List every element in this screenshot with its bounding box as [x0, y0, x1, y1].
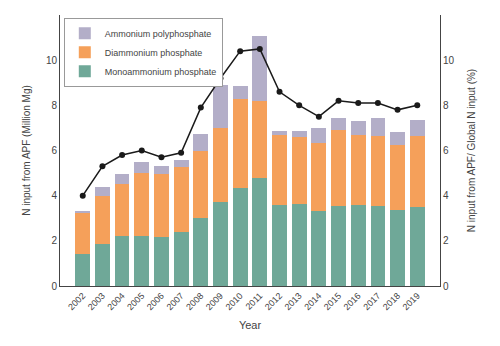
svg-text:2007: 2007 — [164, 291, 185, 312]
svg-text:2002: 2002 — [66, 291, 87, 312]
svg-text:4: 4 — [443, 190, 449, 201]
svg-text:4: 4 — [51, 190, 57, 201]
svg-text:2005: 2005 — [125, 291, 146, 312]
svg-text:6: 6 — [443, 145, 449, 156]
svg-text:N input from APF (Million Mg): N input from APF (Million Mg) — [21, 85, 32, 216]
svg-text:2012: 2012 — [263, 291, 284, 312]
svg-text:6: 6 — [51, 145, 57, 156]
svg-text:2009: 2009 — [204, 291, 225, 312]
svg-text:2008: 2008 — [184, 291, 205, 312]
svg-text:Diammonium phosphate: Diammonium phosphate — [105, 48, 203, 58]
svg-text:2016: 2016 — [342, 291, 363, 312]
svg-text:2003: 2003 — [86, 291, 107, 312]
svg-text:2006: 2006 — [145, 291, 166, 312]
svg-text:Monoammonium phosphate: Monoammonium phosphate — [105, 67, 217, 77]
svg-text:2010: 2010 — [224, 291, 245, 312]
svg-text:2018: 2018 — [381, 291, 402, 312]
svg-text:2015: 2015 — [322, 291, 343, 312]
svg-text:2019: 2019 — [401, 291, 422, 312]
svg-text:10: 10 — [46, 55, 58, 66]
svg-text:2004: 2004 — [105, 291, 126, 312]
svg-text:8: 8 — [443, 100, 449, 111]
svg-text:2: 2 — [51, 235, 57, 246]
svg-text:2014: 2014 — [302, 291, 323, 312]
svg-text:2011: 2011 — [244, 291, 265, 312]
svg-text:8: 8 — [51, 100, 57, 111]
svg-text:Year: Year — [239, 319, 262, 331]
svg-text:Ammonium polyphosphate: Ammonium polyphosphate — [105, 29, 212, 39]
svg-text:10: 10 — [443, 55, 455, 66]
svg-text:2: 2 — [443, 235, 449, 246]
svg-text:N input from APF/ Global N inp: N input from APF/ Global N input (%) — [466, 69, 477, 232]
svg-text:0: 0 — [443, 281, 449, 292]
svg-text:0: 0 — [51, 281, 57, 292]
svg-text:2017: 2017 — [361, 291, 382, 312]
svg-text:2013: 2013 — [283, 291, 304, 312]
